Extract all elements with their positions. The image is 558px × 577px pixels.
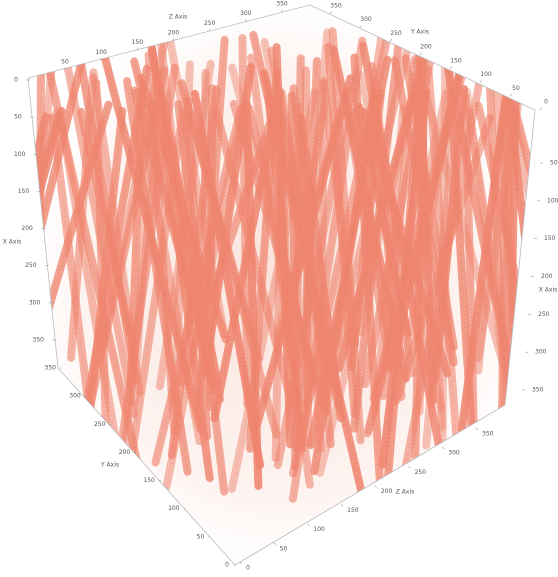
tick-label: 50 (512, 85, 520, 92)
tick-mark (360, 25, 362, 27)
tick-label: 100 (313, 526, 325, 533)
tick-label: 100 (168, 505, 180, 512)
tick-label: 200 (21, 225, 33, 232)
tick-label: 250 (538, 311, 550, 318)
tick-label: 350 (482, 431, 494, 438)
tick-mark (341, 505, 343, 507)
tick-label: 250 (25, 262, 37, 269)
tick-mark (409, 466, 411, 468)
axis-title: Z Axis (169, 14, 187, 21)
tick-mark (450, 66, 452, 68)
tick-label: 0 (225, 562, 229, 569)
tick-label: 300 (448, 450, 460, 457)
tick-label: 150 (450, 57, 462, 64)
axis-title: X Axis (3, 239, 21, 246)
tick-mark (390, 39, 392, 41)
tick-label: 150 (132, 39, 144, 46)
tick-label: 200 (381, 488, 393, 495)
tick-label: 250 (415, 469, 427, 476)
axis-title: Y Axis (100, 462, 119, 469)
fiber (242, 38, 247, 405)
tick-label: 50 (61, 59, 69, 66)
tick-label: 250 (94, 421, 106, 428)
tick-mark (375, 485, 377, 487)
tick-mark (442, 447, 444, 449)
tick-label: 0 (246, 565, 250, 572)
tick-label: 100 (95, 49, 107, 56)
tick-mark (540, 108, 542, 110)
tick-label: 300 (69, 393, 81, 400)
tick-label: 300 (360, 16, 372, 23)
tick-mark (330, 12, 332, 14)
axis-title: Y Axis (410, 29, 429, 36)
axis-title: Z Axis (396, 489, 414, 496)
tick-label: 200 (420, 44, 432, 51)
tick-label: 250 (390, 30, 402, 37)
tick-mark (420, 53, 422, 55)
tick-mark (510, 94, 512, 96)
tick-label: 100 (14, 151, 26, 158)
tick-label: 300 (29, 299, 41, 306)
tick-label: 50 (197, 533, 205, 540)
tick-label: 250 (204, 20, 216, 27)
tick-label: 300 (535, 349, 547, 356)
tick-label: 350 (33, 337, 45, 344)
tick-mark (476, 428, 478, 430)
tick-label: 350 (330, 3, 342, 10)
tick-mark (307, 524, 309, 526)
tick-label: 350 (276, 1, 288, 8)
tick-label: 100 (547, 197, 558, 204)
tick-label: 150 (18, 188, 30, 195)
tick-label: 50 (14, 114, 22, 121)
tick-label: 300 (240, 10, 252, 17)
tick-label: 100 (480, 71, 492, 78)
tick-label: 50 (550, 160, 558, 167)
tick-mark (480, 80, 482, 82)
volume-view: 0 50 100 150 200 250 300 350 X Axis 350 300 250 200 1… (0, 0, 558, 577)
tick-label: 150 (347, 507, 359, 514)
tick-mark (274, 543, 276, 545)
fibers (0, 31, 558, 499)
tick-label: 0 (14, 77, 18, 84)
tick-label: 150 (143, 477, 155, 484)
tick-label: 150 (544, 235, 556, 242)
tick-label: 0 (544, 99, 548, 106)
tick-label: 350 (532, 387, 544, 394)
tick-mark (240, 562, 242, 564)
axis-title: X Axis (539, 287, 557, 294)
tick-label: 50 (280, 545, 288, 552)
fiber (321, 84, 324, 384)
tick-label: 350 (45, 365, 57, 372)
tick-label: 200 (168, 30, 180, 37)
tick-label: 200 (119, 449, 131, 456)
tick-label: 200 (541, 273, 553, 280)
